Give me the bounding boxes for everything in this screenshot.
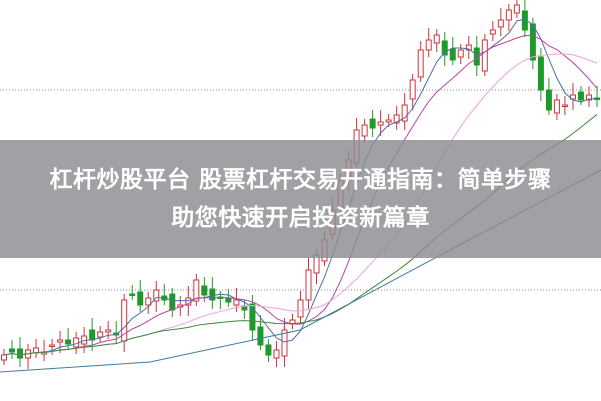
candle-body bbox=[361, 124, 368, 137]
candle-body bbox=[1, 354, 8, 361]
candle-body bbox=[449, 48, 456, 61]
candle-body bbox=[209, 288, 216, 301]
candle-body bbox=[105, 329, 112, 333]
candle-body bbox=[273, 349, 280, 359]
candle-body bbox=[417, 49, 424, 78]
candle-body bbox=[249, 303, 256, 331]
candle-body bbox=[545, 89, 552, 111]
candle-body bbox=[97, 331, 104, 338]
title-line-1: 杠杆炒股平台 股票杠杆交易开通指南：简单步骤 bbox=[49, 167, 552, 193]
candle-body bbox=[9, 348, 16, 353]
candle-body bbox=[577, 91, 584, 101]
candle-body bbox=[569, 94, 576, 100]
candle-body bbox=[89, 329, 96, 341]
candle-body bbox=[529, 23, 536, 61]
candle-body bbox=[513, 4, 520, 14]
candle-body bbox=[169, 293, 176, 311]
candle-body bbox=[49, 344, 56, 347]
candle-body bbox=[145, 297, 152, 306]
candle-body bbox=[505, 9, 512, 21]
candle-body bbox=[457, 49, 464, 58]
candle-body bbox=[265, 344, 272, 356]
candle-body bbox=[305, 269, 312, 301]
candle-body bbox=[425, 39, 432, 51]
candle-body bbox=[465, 44, 472, 51]
candle-body bbox=[385, 119, 392, 123]
title-banner: 杠杆炒股平台 股票杠杆交易开通指南：简单步骤 助您快速开启投资新篇章 bbox=[0, 140, 601, 258]
candle-body bbox=[57, 339, 64, 343]
candle-body bbox=[369, 118, 376, 129]
candle-body bbox=[409, 79, 416, 100]
candle-body bbox=[401, 104, 408, 122]
ma10-line bbox=[3, 35, 598, 356]
candle-body bbox=[153, 289, 160, 302]
candle-body bbox=[137, 291, 144, 306]
candle-body bbox=[233, 299, 240, 306]
candle-body bbox=[201, 285, 208, 296]
candle-body bbox=[585, 94, 592, 101]
candle-body bbox=[257, 326, 264, 346]
candle-body bbox=[481, 39, 488, 72]
candle-body bbox=[65, 339, 72, 345]
candle-body bbox=[129, 293, 136, 296]
candle-body bbox=[489, 29, 496, 35]
candle-body bbox=[553, 99, 560, 114]
candle-body bbox=[73, 337, 80, 348]
candle-body bbox=[297, 299, 304, 318]
candle-body bbox=[377, 121, 384, 126]
candle-body bbox=[17, 348, 24, 359]
candle-body bbox=[441, 40, 448, 56]
candle-body bbox=[193, 279, 200, 302]
candle-body bbox=[497, 19, 504, 28]
candle-body bbox=[537, 56, 544, 91]
title-line-2: 助您快速开启投资新篇章 bbox=[171, 205, 430, 231]
candle-body bbox=[393, 114, 400, 124]
candle-body bbox=[225, 297, 232, 303]
candle-body bbox=[433, 34, 440, 44]
ma5-line bbox=[3, 18, 598, 356]
candle-body bbox=[561, 104, 568, 107]
candle-body bbox=[281, 329, 288, 357]
